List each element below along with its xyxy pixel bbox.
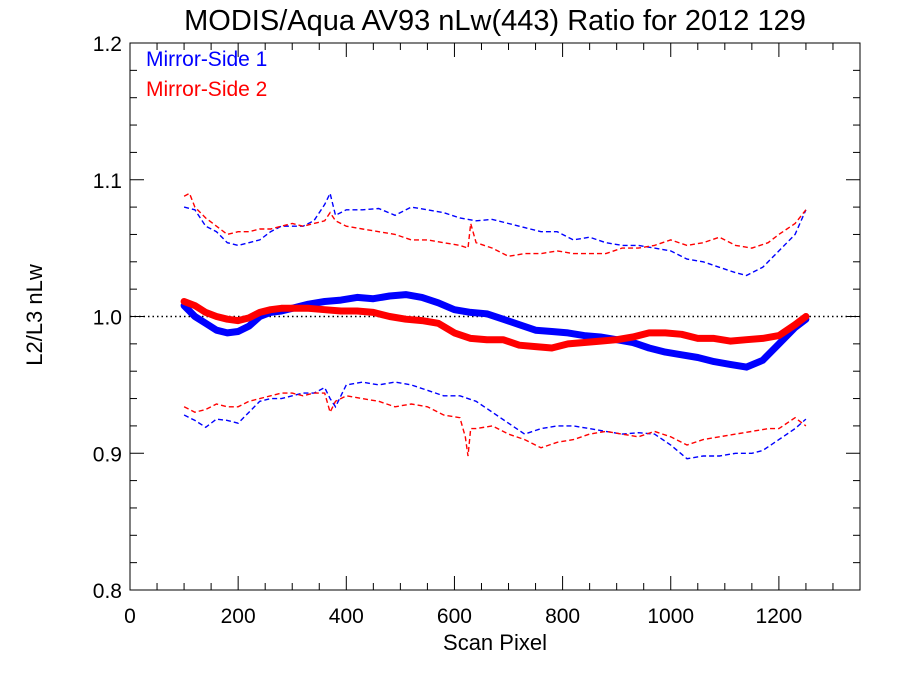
legend-mirror-side-1: Mirror-Side 1 xyxy=(146,48,267,71)
series-lower-bound-line xyxy=(183,392,807,457)
legend-mirror-side-2: Mirror-Side 2 xyxy=(146,78,267,101)
y-tick-label: 1.0 xyxy=(93,307,122,330)
y-tick-label: 1.2 xyxy=(93,33,122,56)
x-tick-label: 1000 xyxy=(647,605,694,628)
y-tick-label: 0.8 xyxy=(93,580,122,603)
x-axis-label: Scan Pixel xyxy=(443,630,547,655)
x-tick-label: 0 xyxy=(124,605,136,628)
series-upper-bound-line xyxy=(183,191,807,277)
series-upper-bound-line xyxy=(183,192,807,258)
y-axis-label: L2/L3 nLw xyxy=(22,264,47,366)
series-mean-line xyxy=(180,298,810,352)
series-lower-bound-line xyxy=(183,381,807,460)
x-tick-label: 1200 xyxy=(756,605,803,628)
x-tick-label: 200 xyxy=(221,605,256,628)
x-tick-label: 600 xyxy=(437,605,472,628)
plot-area: 0 200 400 600 800 1000 1200 0.8 0.9 1.0 1.1 1.2 xyxy=(93,33,861,628)
x-tick-label: 800 xyxy=(545,605,580,628)
y-tick-label: 1.1 xyxy=(93,170,122,193)
series-mean-line xyxy=(180,291,810,371)
chart-title: MODIS/Aqua AV93 nLw(443) Ratio for 2012 … xyxy=(184,5,806,37)
y-tick-label: 0.9 xyxy=(93,443,122,466)
x-tick-label: 400 xyxy=(329,605,364,628)
